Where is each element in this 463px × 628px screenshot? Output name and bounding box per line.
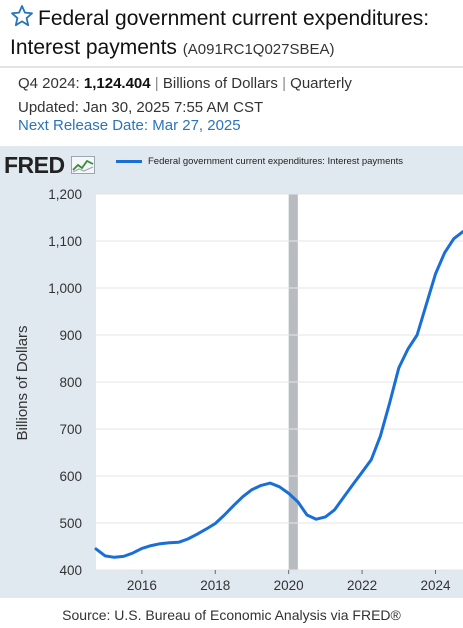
header-divider xyxy=(0,66,463,68)
legend-swatch xyxy=(116,160,142,163)
y-tick-label: 400 xyxy=(59,563,82,578)
x-tick-label: 2018 xyxy=(200,578,230,593)
latest-period: Q4 2024: xyxy=(18,75,80,92)
series-id: (A091RC1Q027SBEA) xyxy=(182,41,335,58)
grid-lines xyxy=(96,193,463,571)
x-tick-label: 2022 xyxy=(347,578,377,593)
y-tick-label: 1,000 xyxy=(48,281,82,296)
y-tick-label: 1,200 xyxy=(48,187,82,202)
y-tick-label: 800 xyxy=(59,375,82,390)
y-tick-label: 600 xyxy=(59,469,82,484)
frequency-text: Quarterly xyxy=(290,75,352,92)
page-title-line2: Interest payments xyxy=(10,36,177,59)
star-outline-icon[interactable] xyxy=(10,4,34,28)
x-tick-label: 2024 xyxy=(420,578,451,593)
fred-logo: FRED xyxy=(4,152,95,179)
y-tick-labels: 400 500 600 700 800 900 1,000 1,100 1,200 xyxy=(48,187,82,578)
chart-legend: Federal government current expenditures:… xyxy=(116,156,403,167)
latest-value: 1,124.404 xyxy=(83,75,151,92)
y-tick-label: 900 xyxy=(59,328,82,343)
y-tick-label: 1,100 xyxy=(48,234,82,249)
x-tick-label: 2020 xyxy=(274,578,304,593)
series-layer xyxy=(94,230,463,559)
units-text: Billions of Dollars xyxy=(162,75,278,92)
title-block: Federal government current expenditures:… xyxy=(10,4,460,65)
series-meta: Q4 2024: 1,124.404 | Billions of Dollars… xyxy=(18,74,458,135)
next-release-link[interactable]: Next Release Date: Mar 27, 2025 xyxy=(18,117,241,134)
fred-logo-text: FRED xyxy=(4,152,65,178)
updated-text: Updated: Jan 30, 2025 7:55 AM CST xyxy=(18,99,264,116)
meta-separator: | xyxy=(282,75,286,92)
legend-label: Federal government current expenditures:… xyxy=(148,156,404,167)
source-text: Source: U.S. Bureau of Economic Analysis… xyxy=(62,607,401,623)
fred-line-chart-icon xyxy=(70,156,95,174)
meta-separator: | xyxy=(154,75,159,92)
y-tick-label: 500 xyxy=(59,516,82,531)
y-axis-label: Billions of Dollars xyxy=(14,325,31,440)
x-tick-labels: 2016 2018 2020 2022 2024 xyxy=(127,570,451,593)
y-tick-label: 700 xyxy=(59,422,82,437)
x-tick-label: 2016 xyxy=(127,578,157,593)
series-line xyxy=(94,230,463,559)
page-title-line1: Federal government current expenditures: xyxy=(38,7,430,30)
